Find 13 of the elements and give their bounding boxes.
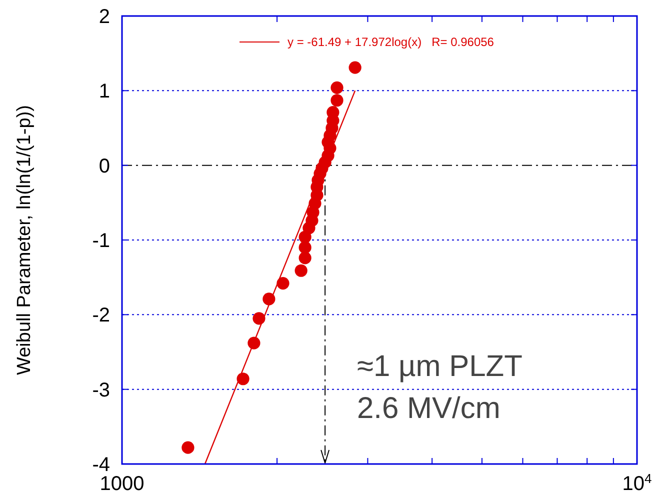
annotation: 2.6 MV/cm bbox=[357, 392, 500, 425]
legend-label: y = -61.49 + 17.972log(x) R= 0.96056 bbox=[288, 35, 494, 49]
y-tick-label: -1 bbox=[92, 230, 110, 252]
y-tick-label: -2 bbox=[92, 304, 110, 327]
y-tick-label: 2 bbox=[98, 6, 110, 28]
y-tick-label: 1 bbox=[98, 80, 110, 103]
y-tick-label: -4 bbox=[92, 454, 110, 476]
x-tick-label: 10$^{4}$ bbox=[622, 470, 652, 495]
x-tick-label: 1000 bbox=[100, 473, 144, 495]
y-tick-label: 0 bbox=[98, 155, 110, 178]
y-axis-title: Weibull Parameter, ln(ln(1/(1-p)) bbox=[14, 105, 35, 375]
annotation: ≈1 µm PLZT bbox=[357, 350, 522, 383]
y-tick-label: -3 bbox=[92, 379, 110, 402]
